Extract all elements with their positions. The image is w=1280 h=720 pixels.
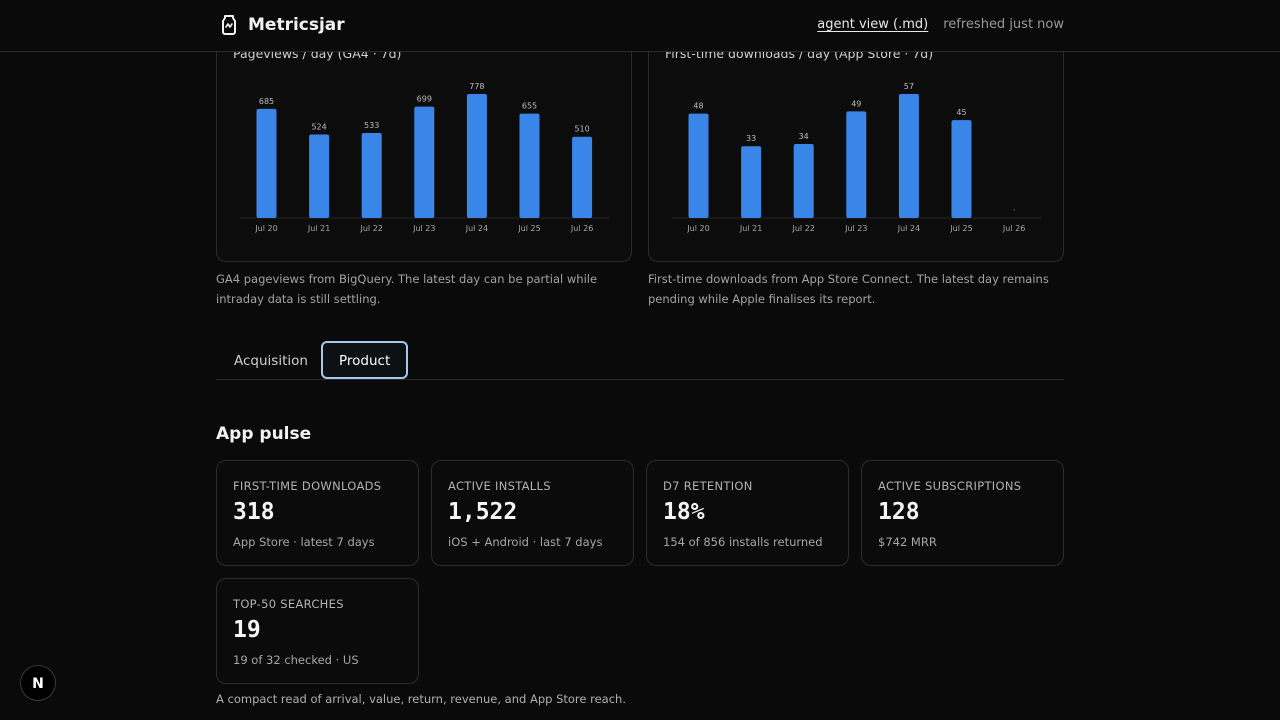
section-title: App pulse	[216, 424, 312, 444]
pageviews-data-label: 685	[259, 97, 274, 106]
pageviews-x-tick-label: Jul 23	[412, 224, 435, 233]
downloads-data-label: 48	[693, 102, 703, 111]
pageviews-x-tick-label: Jul 24	[465, 224, 488, 233]
pageviews-data-label: 524	[311, 122, 326, 131]
downloads-x-tick-label: Jul 25	[949, 224, 972, 233]
downloads-data-label: 34	[799, 132, 809, 141]
metric-label: TOP-50 SEARCHES	[233, 597, 344, 611]
metric-card-top-50-searches: TOP-50 SEARCHES 19 19 of 32 checked · US	[216, 578, 419, 684]
downloads-bar	[688, 113, 709, 218]
agent-view-link[interactable]: agent view (.md)	[817, 17, 929, 32]
metric-value: 19	[233, 617, 261, 643]
pageviews-data-label: 533	[364, 121, 379, 130]
pageviews-caption: GA4 pageviews from BigQuery. The latest …	[216, 272, 598, 306]
downloads-chart-card: 48 Jul 20 33 Jul 21 34 Jul 22 49 Jul 23 57 Jul 24…	[648, 30, 1064, 262]
tab-acquisition[interactable]: Acquisition	[234, 353, 308, 369]
pageviews-data-label: 510	[574, 125, 589, 134]
downloads-x-tick-label: Jul 24	[897, 224, 920, 233]
metric-subtext: $742 MRR	[878, 535, 937, 549]
pageviews-data-label: 778	[469, 82, 484, 91]
downloads-bar-chart: 48 Jul 20 33 Jul 21 34 Jul 22 49 Jul 23 57 Jul 24…	[672, 82, 1042, 233]
downloads-bar	[951, 120, 972, 218]
downloads-data-label: 49	[851, 99, 861, 108]
top-header: Metricsjar agent view (.md) refreshed ju…	[0, 0, 1280, 52]
downloads-bar	[793, 144, 814, 218]
pageviews-data-label: 699	[417, 95, 432, 104]
metric-label: FIRST-TIME DOWNLOADS	[233, 479, 382, 493]
downloads-caption: First-time downloads from App Store Conn…	[648, 272, 1049, 306]
pageviews-x-tick-label: Jul 26	[570, 224, 593, 233]
pageviews-x-tick-label: Jul 22	[360, 224, 383, 233]
pageviews-bar	[309, 134, 330, 218]
brand-name: Metricsjar	[248, 15, 345, 35]
tab-bar: Acquisition Product	[216, 341, 1064, 380]
nextjs-icon[interactable]: N	[20, 665, 56, 701]
pageviews-data-label: 655	[522, 102, 537, 111]
pageviews-bar	[361, 133, 382, 218]
metric-value: 18%	[663, 499, 705, 525]
tab-product[interactable]: Product	[321, 341, 409, 379]
downloads-x-tick-label: Jul 26	[1002, 224, 1025, 233]
metric-card-active-subscriptions: ACTIVE SUBSCRIPTIONS 128 $742 MRR	[861, 460, 1064, 566]
downloads-data-label: 57	[904, 82, 914, 91]
downloads-bar	[846, 111, 867, 218]
downloads-x-tick-label: Jul 23	[844, 224, 867, 233]
metric-value: 318	[233, 499, 275, 525]
section-footnote: A compact read of arrival, value, return…	[216, 692, 626, 706]
metric-subtext: iOS + Android · last 7 days	[448, 535, 603, 549]
downloads-bar	[898, 94, 919, 218]
pageviews-bar	[519, 113, 540, 218]
downloads-data-label: 45	[956, 108, 966, 117]
metric-value: 128	[878, 499, 920, 525]
metric-subtext: 19 of 32 checked · US	[233, 653, 359, 667]
pageviews-x-tick-label: Jul 20	[254, 224, 277, 233]
jar-icon	[219, 14, 239, 36]
pageviews-x-tick-label: Jul 21	[307, 224, 330, 233]
metric-label: ACTIVE INSTALLS	[448, 479, 551, 493]
pageviews-bar	[572, 136, 593, 218]
downloads-data-label: 33	[746, 134, 756, 143]
pageviews-bar	[466, 94, 487, 218]
badge-letter: N	[32, 676, 44, 692]
metric-subtext: 154 of 856 installs returned	[663, 535, 823, 549]
downloads-bar	[741, 146, 762, 218]
refresh-status: refreshed just now	[943, 17, 1064, 32]
pageviews-x-tick-label: Jul 25	[517, 224, 540, 233]
downloads-data-label: ·	[1013, 206, 1016, 215]
metric-card-first-time-downloads: FIRST-TIME DOWNLOADS 318 App Store · lat…	[216, 460, 419, 566]
metric-label: ACTIVE SUBSCRIPTIONS	[878, 479, 1022, 493]
pageviews-bar	[414, 106, 435, 218]
brand[interactable]: Metricsjar	[219, 14, 345, 36]
downloads-x-tick-label: Jul 21	[739, 224, 762, 233]
pageviews-chart-card: 685 Jul 20 524 Jul 21 533 Jul 22 699 Jul 23 778 J…	[216, 30, 632, 262]
metric-subtext: App Store · latest 7 days	[233, 535, 375, 549]
downloads-x-tick-label: Jul 22	[792, 224, 815, 233]
metric-card-d7-retention: D7 RETENTION 18% 154 of 856 installs ret…	[646, 460, 849, 566]
downloads-x-tick-label: Jul 20	[686, 224, 709, 233]
metric-label: D7 RETENTION	[663, 479, 753, 493]
metric-card-active-installs: ACTIVE INSTALLS 1,522 iOS + Android · la…	[431, 460, 634, 566]
pageviews-bar-chart: 685 Jul 20 524 Jul 21 533 Jul 22 699 Jul 23 778 J…	[240, 82, 610, 233]
metric-value: 1,522	[448, 499, 518, 525]
pageviews-bar	[256, 108, 277, 218]
